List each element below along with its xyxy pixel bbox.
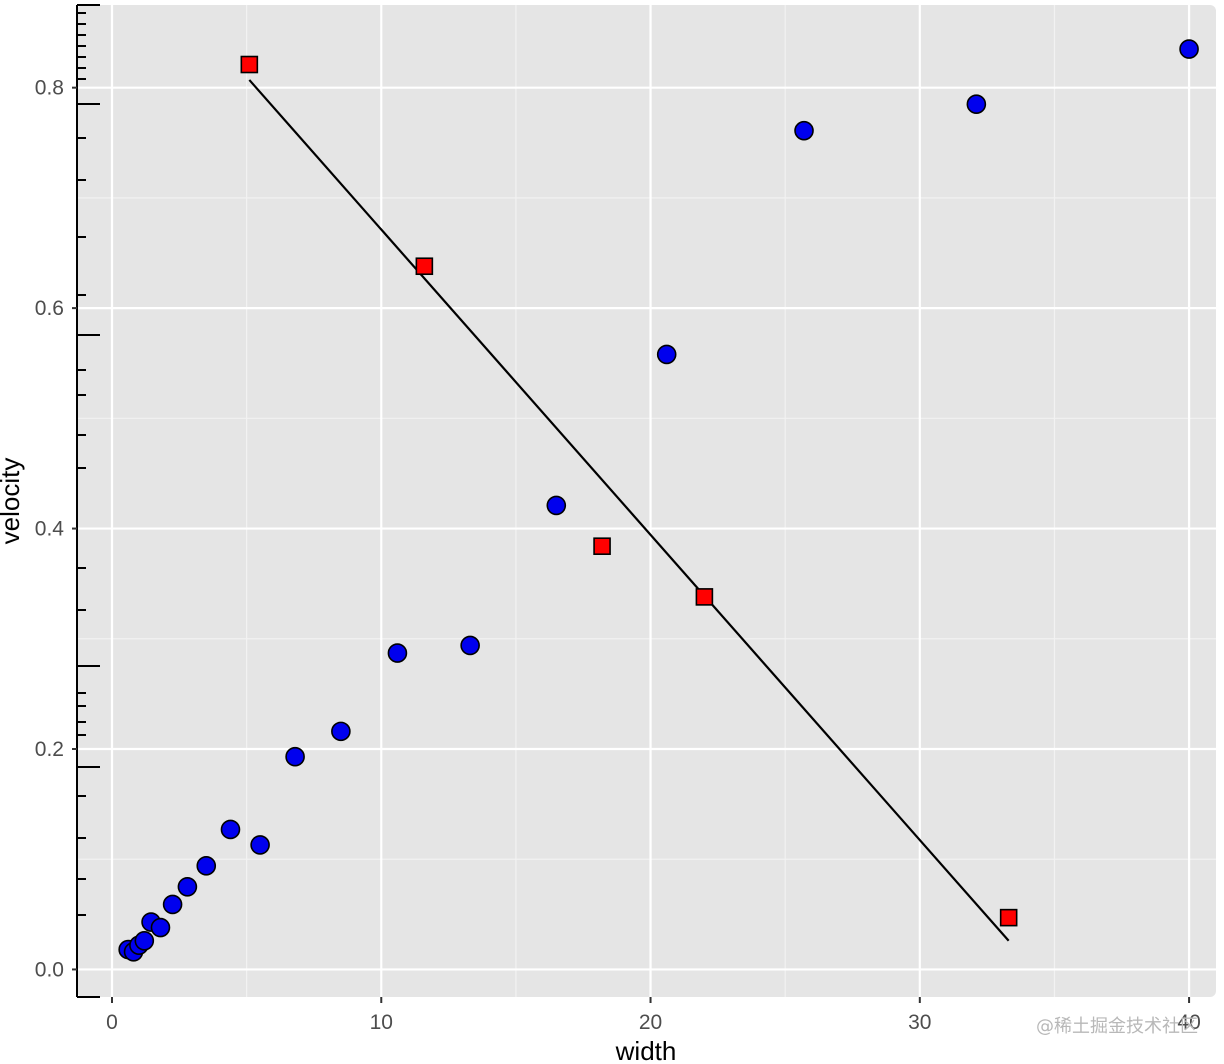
y-tick-label: 0.8 (35, 77, 64, 100)
x-tick-label: 0 (106, 1011, 118, 1034)
data-points (118, 39, 1199, 962)
fit-line (248, 79, 1010, 942)
data-point-square (415, 257, 434, 276)
data-point-circle (1179, 39, 1199, 59)
data-point-circle (150, 917, 171, 938)
y-tick-label: 0.4 (35, 518, 65, 541)
plot-panel (77, 5, 1216, 997)
data-point-square (999, 908, 1018, 927)
data-point-circle (794, 120, 814, 141)
y-tick-label: 0.0 (35, 958, 64, 981)
x-tick-label: 40 (1177, 1011, 1200, 1034)
data-point-circle (460, 635, 480, 656)
x-tick-label: 30 (908, 1011, 931, 1034)
y-tick-label: 0.6 (35, 297, 64, 320)
data-point-circle (966, 94, 987, 114)
data-point-circle (250, 835, 270, 855)
x-tick-label: 20 (639, 1011, 662, 1034)
y-axis-title: velocity (0, 458, 25, 545)
x-axis-ticks: 0 10 20 30 40 (106, 997, 1201, 1034)
watermark-text: @稀土掘金技术社区 (1036, 1016, 1198, 1037)
data-point-circle (656, 344, 677, 365)
data-point-square (240, 55, 259, 74)
data-point-circle (196, 856, 217, 876)
data-point-square (593, 537, 611, 555)
major-grid (77, 5, 1216, 997)
x-axis-title: width (615, 1036, 677, 1064)
data-point-square (695, 588, 714, 606)
y-tick-label: 0.2 (35, 738, 64, 761)
fit-line-segment (248, 79, 1010, 942)
data-point-circle (220, 819, 241, 840)
data-point-circle (546, 495, 567, 516)
y-axis-line (76, 4, 100, 998)
data-point-circle (387, 643, 408, 663)
data-point-circle (285, 746, 305, 767)
data-point-circle (331, 721, 351, 742)
y-axis-ticks: 0.0 0.2 0.4 0.6 0.8 (35, 77, 77, 981)
minor-grid (77, 5, 1216, 997)
x-tick-label: 10 (370, 1011, 393, 1034)
data-point-circle (134, 930, 155, 951)
data-point-circle (177, 876, 198, 897)
data-point-circle (162, 894, 183, 915)
